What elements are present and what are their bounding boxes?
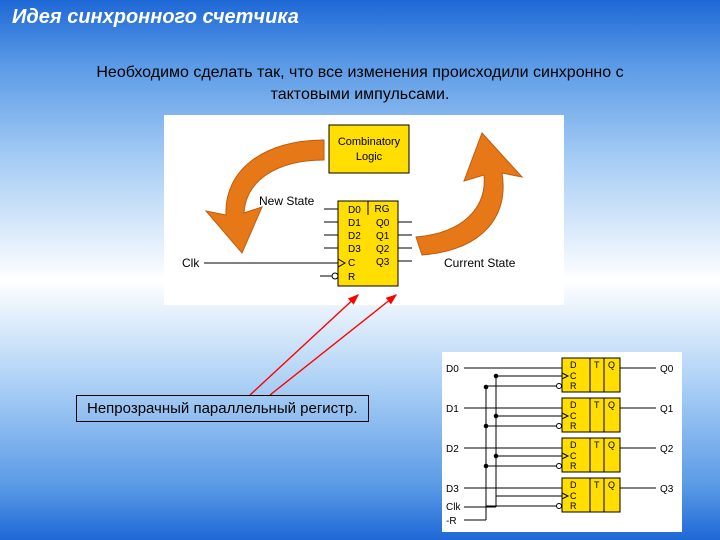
svg-text:C: C <box>570 491 577 501</box>
subtitle: Необходимо сделать так, что все изменени… <box>0 62 720 106</box>
svg-text:Q0: Q0 <box>660 364 674 375</box>
svg-text:D3: D3 <box>446 484 459 495</box>
callout-text: Непрозрачный параллельный регистр. <box>87 400 358 417</box>
svg-text:D: D <box>570 400 577 410</box>
svg-text:D: D <box>570 360 577 370</box>
svg-text:Q1: Q1 <box>376 231 390 242</box>
combinatory-label-1: Combinatory <box>338 136 401 148</box>
svg-text:D2: D2 <box>348 231 361 242</box>
svg-text:T: T <box>594 440 600 450</box>
svg-text:R: R <box>570 501 577 511</box>
svg-text:Q: Q <box>608 480 615 490</box>
subtitle-line-1: Необходимо сделать так, что все изменени… <box>96 64 623 81</box>
svg-text:T: T <box>594 480 600 490</box>
svg-text:D0: D0 <box>348 205 361 216</box>
clk-label: Clk <box>182 256 200 270</box>
svg-text:Q3: Q3 <box>660 484 674 495</box>
svg-text:Q1: Q1 <box>660 404 674 415</box>
svg-text:R: R <box>570 381 577 391</box>
svg-text:C: C <box>570 371 577 381</box>
detail-diagram: D0 D1 D2 D3 Clk -R Q0 Q1 Q2 Q3 D C R T Q <box>442 352 682 532</box>
svg-text:Q2: Q2 <box>660 444 674 455</box>
svg-text:Q: Q <box>608 360 615 370</box>
svg-text:D0: D0 <box>446 364 459 375</box>
trigger-row: D C R T Q D C R T Q <box>464 358 656 512</box>
svg-text:Q2: Q2 <box>376 244 390 255</box>
new-state-label: New State <box>259 194 315 208</box>
svg-text:D3: D3 <box>348 244 361 255</box>
subtitle-line-2: тактовыми импульсами. <box>271 86 450 103</box>
svg-text:Q: Q <box>608 400 615 410</box>
svg-text:Q: Q <box>608 440 615 450</box>
svg-text:Clk: Clk <box>446 502 461 513</box>
combinatory-label-2: Logic <box>356 151 383 163</box>
svg-text:R: R <box>570 421 577 431</box>
svg-text:T: T <box>594 360 600 370</box>
svg-text:D1: D1 <box>446 404 459 415</box>
page-title: Идея синхронного счетчика <box>12 6 299 29</box>
reg-header: RG <box>375 204 390 215</box>
svg-text:D2: D2 <box>446 444 459 455</box>
svg-text:D1: D1 <box>348 218 361 229</box>
svg-text:R: R <box>348 272 355 283</box>
svg-text:Q0: Q0 <box>376 218 390 229</box>
svg-text:-R: -R <box>446 516 457 527</box>
callout-box: Непрозрачный параллельный регистр. <box>76 395 369 422</box>
svg-text:C: C <box>570 411 577 421</box>
right-arrow-icon <box>416 133 522 255</box>
svg-text:R: R <box>570 461 577 471</box>
current-state-label: Current State <box>444 256 516 270</box>
register-block: RG D0 D1 D2 D3 C R Q0 Q1 Q2 Q3 <box>320 201 412 286</box>
svg-text:T: T <box>594 400 600 410</box>
svg-text:C: C <box>348 258 355 269</box>
svg-text:D: D <box>570 480 577 490</box>
svg-text:Q3: Q3 <box>376 257 390 268</box>
svg-text:D: D <box>570 440 577 450</box>
svg-text:C: C <box>570 451 577 461</box>
main-diagram: Combinatory Logic RG D0 D1 D2 D3 C R Q0 … <box>164 115 564 305</box>
